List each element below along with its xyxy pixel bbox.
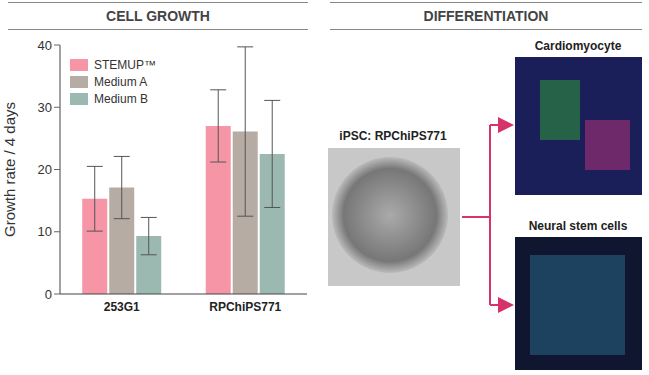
html-text:Medium B: Medium B bbox=[94, 92, 148, 106]
svg-text:Growth rate / 4 days: Growth rate / 4 days bbox=[1, 102, 18, 237]
svg-text:Cardiomyocyte: Cardiomyocyte bbox=[535, 39, 622, 53]
svg-text:RPChiPS771: RPChiPS771 bbox=[209, 300, 281, 314]
svg-text:Neural stem cells: Neural stem cells bbox=[529, 219, 628, 233]
html-text:Medium A: Medium A bbox=[94, 75, 148, 89]
html-text:STEMUP™: STEMUP™ bbox=[94, 58, 156, 72]
svg-text:253G1: 253G1 bbox=[104, 300, 140, 314]
html-text:DIFFERENTIATION: DIFFERENTIATION bbox=[423, 8, 549, 24]
svg-text:iPSC: RPChiPS771: iPSC: RPChiPS771 bbox=[339, 129, 447, 143]
html-text:CELL GROWTH: CELL GROWTH bbox=[106, 8, 210, 24]
svg-text:20: 20 bbox=[38, 162, 52, 177]
svg-text:40: 40 bbox=[38, 38, 52, 53]
svg-text:0: 0 bbox=[45, 287, 52, 302]
svg-text:30: 30 bbox=[38, 100, 52, 115]
svg-text:10: 10 bbox=[38, 224, 52, 239]
